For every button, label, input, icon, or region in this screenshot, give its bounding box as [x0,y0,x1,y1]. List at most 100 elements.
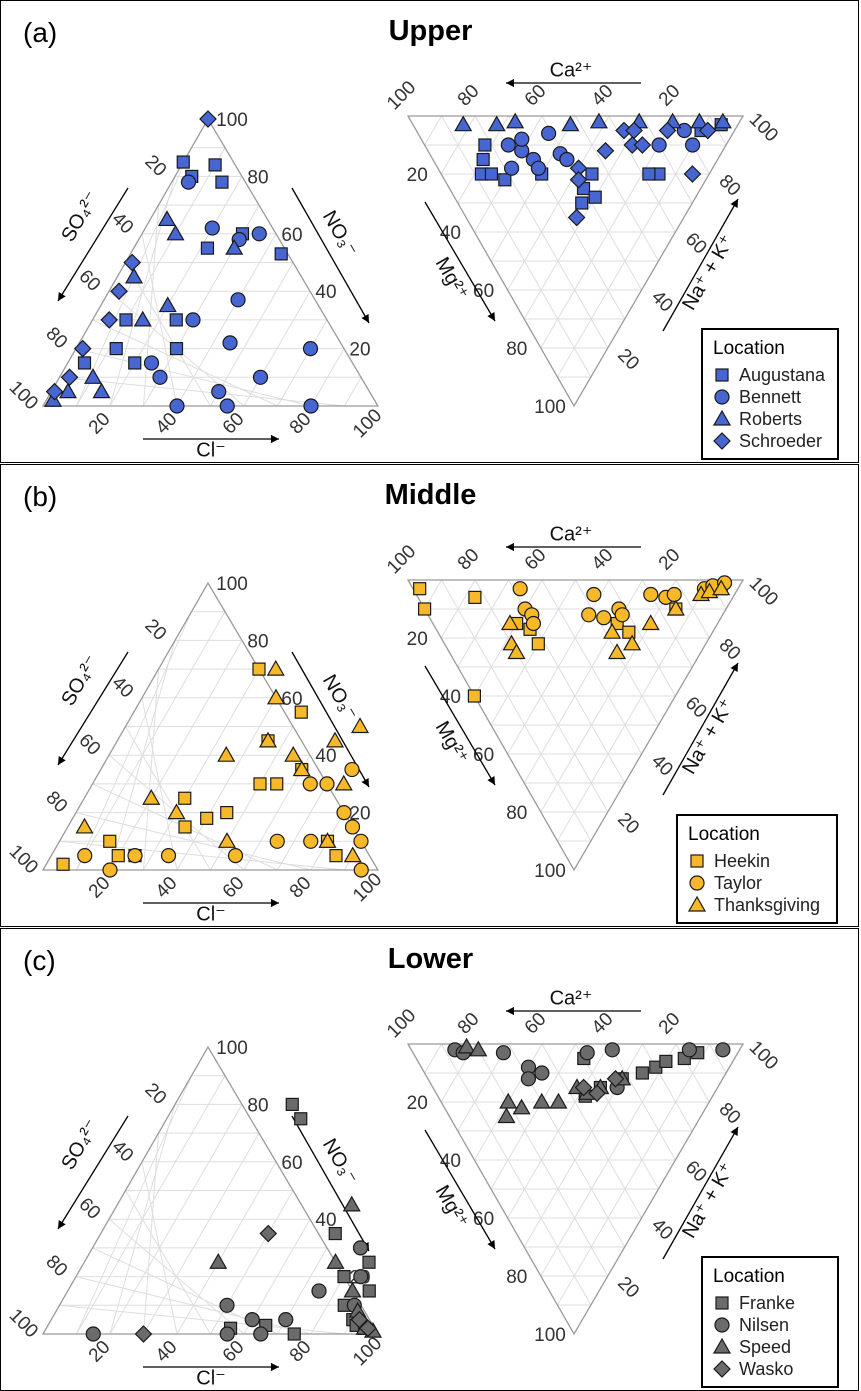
data-point-thanksgiving [217,745,236,762]
data-point-augustana [200,241,215,255]
data-point-bennett [230,292,246,308]
legend-item: Taylor [688,872,826,894]
data-point-taylor [614,607,630,623]
cl-axis-label: Cl⁻ [196,439,225,461]
data-point-thanksgiving [334,774,353,791]
data-point-taylor [666,586,682,603]
data-point-schroeder [596,141,615,160]
data-point-schroeder [110,282,128,301]
nak-tick-label: 80 [715,635,745,665]
data-point-taylor [302,776,318,792]
no3-tick-label: 20 [349,804,370,825]
mg-tick-label: 20 [407,1093,428,1114]
panel-title: Middle [384,479,477,511]
so4-axis-label: SO₄²⁻ [57,652,103,710]
data-point-bennett [169,398,185,414]
data-point-nilsen [681,1042,697,1058]
data-point-franke [659,1054,673,1069]
data-point-roberts [158,296,177,313]
data-point-heekin [252,662,266,676]
legend-title: Location [713,338,785,359]
data-point-franke [285,1097,299,1111]
legend-title: Location [688,824,760,845]
legend-marker [690,854,704,868]
nak-tick-label: 20 [613,809,643,839]
data-point-nilsen [244,1312,260,1328]
data-point-augustana [169,313,183,327]
mg-tick-label: 40 [440,1151,461,1172]
data-point-schroeder [658,121,677,140]
data-point-heekin [418,602,432,616]
cl-tick-label: 60 [219,409,249,439]
data-point-heekin [111,849,125,863]
data-point-heekin [294,705,308,719]
legend-marker [713,1338,731,1354]
legend-item: Speed [713,1336,827,1358]
data-point-bennett [302,341,319,357]
legend-label: Augustana [739,364,826,385]
no3-tick-label: 100 [216,1038,248,1059]
so4-axis-label: SO₄²⁻ [57,1116,103,1174]
legend-label: Wasko [739,1358,794,1379]
mg-axis-label: Mg²⁺ [431,254,473,304]
no3-tick-label: 100 [216,110,248,131]
anion-ternary: 202020404040606060808080100100100Cl⁻NO₃⁻… [5,574,387,925]
nak-arrow [662,1126,739,1260]
no3-tick-label: 60 [281,689,302,710]
data-point-taylor [102,862,118,878]
legend-label: Nilsen [739,1314,790,1335]
data-point-heekin [200,811,214,825]
cl-tick-label: 20 [85,409,115,439]
cation-points [413,575,733,703]
no3-tick-label: 80 [247,1095,268,1116]
data-point-taylor [596,610,612,626]
cation-points [447,1037,731,1124]
no3-axis-label: NO₃⁻ [318,207,361,260]
legend: Location Augustana Bennett Roberts Schroeder [701,328,839,460]
nak-tick-label: 40 [647,751,677,781]
square-marker-icon [690,854,704,868]
data-point-nilsen [353,1269,369,1285]
data-point-thanksgiving [641,614,660,631]
data-point-augustana [208,158,222,172]
data-point-bennett [514,131,530,147]
diamond-marker-icon [713,432,731,450]
data-point-thanksgiving [142,789,161,805]
so4-arrow [57,1115,129,1230]
data-point-roberts [690,112,709,129]
cl-tick-label: 100 [349,405,386,442]
data-point-schroeder [567,208,586,227]
cl-axis-label: Cl⁻ [196,903,225,925]
triangle-marker-icon [713,1338,731,1354]
data-point-augustana [575,196,589,210]
legend-marker [715,368,729,382]
data-point-roberts [157,210,177,227]
panel-upper: 20 20 20 40 40 40 60 60 60 80 80 80 100 100 100 Cl⁻ NO₃⁻… [0,0,859,463]
data-point-franke [287,1327,301,1341]
ternary-plots: 202020404040606060808080100100100Cl⁻NO₃⁻… [5,59,782,461]
cl-tick-label: 40 [152,1337,182,1367]
anion-points [56,659,370,878]
data-point-augustana [215,175,229,189]
ca-tick-label: 100 [383,1005,420,1042]
data-point-bennett [559,151,575,168]
data-point-augustana [588,190,602,204]
mg-tick-label: 20 [407,629,428,650]
data-point-schroeder [60,368,79,387]
data-point-taylor [227,848,244,864]
no3-tick-label: 20 [349,340,370,361]
panel-title: Lower [387,943,474,975]
ca-tick-label: 40 [588,545,618,575]
triangle-marker-icon [688,896,706,912]
data-point-speed [549,1092,568,1109]
data-point-bennett [303,398,319,414]
data-point-augustana [498,173,512,187]
nak-tick-label: 100 [745,109,782,146]
data-point-nilsen [534,1065,550,1081]
data-point-nilsen [219,1297,235,1313]
data-point-thanksgiving [284,745,303,762]
data-point-roberts [92,382,111,399]
data-point-roberts [43,391,63,407]
data-point-roberts [124,267,144,284]
data-point-wasko [588,1084,606,1103]
